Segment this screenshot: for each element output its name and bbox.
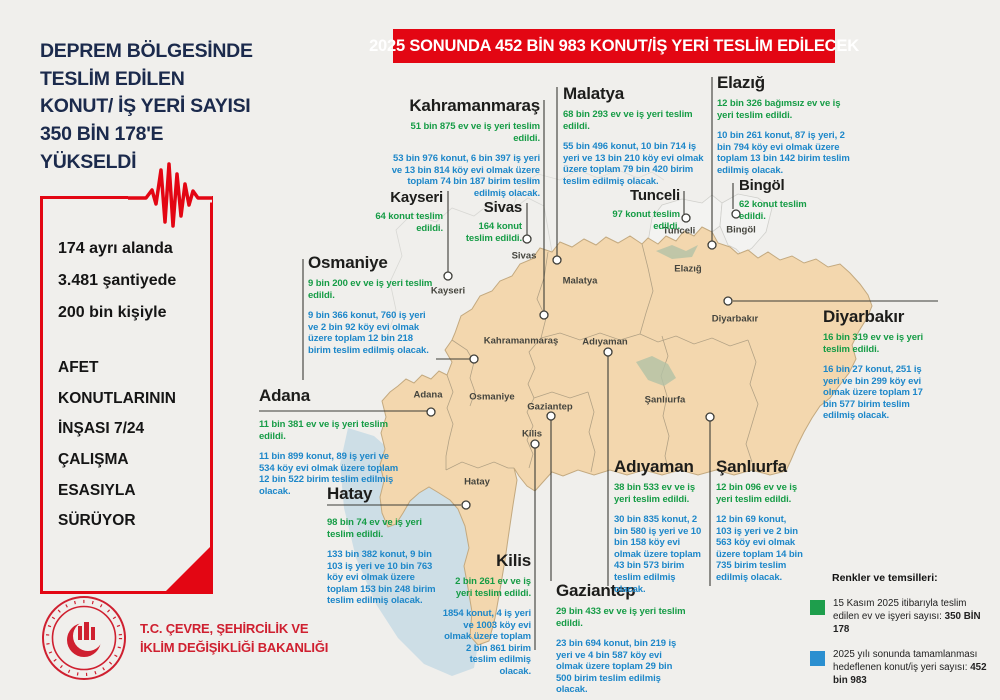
ministry-name-line1: T.C. ÇEVRE, ŞEHİRCİLİK VE [140, 620, 309, 636]
city-delivered-text: 98 bin 74 ev ve iş yeri teslim edildi. [327, 517, 422, 540]
city-name: Adana [259, 386, 310, 405]
city-block-adiyaman: Adıyaman 38 bin 533 ev ve iş yeri teslim… [614, 457, 708, 595]
city-delivered-text: 29 bin 433 ev ve iş yeri teslim edildi. [556, 606, 686, 629]
city-planned-text: 11 bin 899 konut, 89 iş yeri ve 534 köy … [259, 451, 399, 497]
city-name: Hatay [327, 484, 373, 503]
city-planned-text: 10 bin 261 konut, 87 iş yeri, 2 bin 794 … [717, 130, 850, 176]
map-label-kilis: Kilis [521, 428, 543, 440]
city-delivered-text: 51 bin 875 ev ve iş yeri teslim edildi. [410, 121, 541, 144]
map-label-diyarbakir: Diyarbakır [711, 313, 759, 325]
map-label-malatya: Malatya [562, 275, 598, 287]
legend-item-planned: 2025 yılı sonunda tamamlanması hedeflene… [810, 649, 992, 688]
legend-title: Renkler ve temsilleri: [832, 572, 938, 584]
city-name: Kilis [496, 551, 531, 570]
ministry-name: T.C. ÇEVRE, ŞEHİRCİLİK VE İKLİM DEĞİŞİKL… [140, 619, 328, 658]
map-label-adiyaman: Adıyaman [582, 336, 628, 348]
map-label-kahramanmaras: Kahramanmaraş [483, 335, 559, 347]
city-delivered-text: 38 bin 533 ev ve iş yeri teslim edildi. [614, 482, 696, 505]
city-block-kilis: Kilis 2 bin 261 ev ve iş yeri teslim edi… [437, 551, 531, 678]
city-block-kayseri: Kayseri 64 konut teslim edildi. [368, 189, 443, 243]
city-delivered-text: 62 konut teslim edildi. [739, 199, 807, 222]
city-delivered-text: 9 bin 200 ev ve iş yeri teslim edildi. [308, 278, 433, 301]
city-block-osmaniye: Osmaniye 9 bin 200 ev ve iş yeri teslim … [308, 253, 436, 356]
legend-green-swatch [810, 600, 825, 615]
headline-banner: 2025 SONUNDA 452 BİN 983 KONUT/İŞ YERİ T… [369, 29, 859, 63]
legend-planned-label: 2025 yılı sonunda tamamlanması hedeflene… [833, 648, 978, 673]
map-label-elazig: Elazığ [674, 263, 702, 275]
seismograph-icon [128, 159, 212, 231]
legend-item-delivered: 15 Kasım 2025 itibarıyla teslim edilen e… [810, 598, 992, 637]
legend-planned-text: 2025 yılı sonunda tamamlanması hedeflene… [833, 649, 992, 688]
city-block-sanliurfa: Şanlıurfa 12 bin 096 ev ve iş yeri tesli… [716, 457, 804, 584]
stats-box: 174 ayrı alanda 3.481 şantiyede 200 bin … [40, 196, 213, 594]
province-borders [445, 243, 759, 474]
city-delivered-text: 16 bin 319 ev ve iş yeri teslim edildi. [823, 332, 924, 355]
city-delivered-text: 68 bin 293 ev ve iş yeri teslim edildi. [563, 109, 693, 132]
city-name: Diyarbakır [823, 307, 905, 326]
city-block-sivas: Sivas 164 konut teslim edildi. [452, 199, 522, 253]
folded-corner [166, 547, 210, 591]
page-title: DEPREM BÖLGESİNDE TESLİM EDİLEN KONUT/ İ… [40, 40, 253, 173]
stats-text: 174 ayrı alanda 3.481 şantiyede 200 bin … [58, 240, 177, 321]
city-block-bingol: Bingöl 62 konut teslim edildi. [739, 177, 819, 231]
city-delivered-text: 97 konut teslim edildi. [612, 209, 680, 232]
city-name: Osmaniye [308, 253, 388, 272]
city-delivered-text: 12 bin 326 bağımsız ev ve iş yeri teslim… [717, 98, 841, 121]
map-label-gaziantep: Gaziantep [527, 401, 573, 413]
city-name: Adıyaman [614, 457, 694, 476]
legend: Renkler ve temsilleri: 15 Kasım 2025 iti… [810, 572, 992, 700]
city-name: Kayseri [390, 189, 443, 206]
city-block-kahramanmaras: Kahramanmaraş 51 bin 875 ev ve iş yeri t… [390, 96, 540, 199]
city-name: Bingöl [739, 177, 785, 194]
city-block-tunceli: Tunceli 97 konut teslim edildi. [610, 187, 680, 241]
city-planned-text: 16 bin 27 konut, 251 iş yeri ve bin 299 … [823, 364, 923, 422]
city-name: Tunceli [630, 187, 680, 204]
ministry-logo-icon [42, 596, 126, 680]
city-planned-text: 30 bin 835 konut, 2 bin 580 iş yeri ve 1… [614, 514, 702, 595]
city-name: Malatya [563, 84, 624, 103]
city-name: Sivas [483, 199, 522, 216]
city-delivered-text: 11 bin 381 ev ve iş yeri teslim edildi. [259, 419, 388, 442]
legend-blue-swatch [810, 650, 825, 666]
city-block-hatay: Hatay 98 bin 74 ev ve iş yeri teslim edi… [327, 484, 445, 607]
city-block-malatya: Malatya 68 bin 293 ev ve iş yeri teslim … [563, 84, 709, 187]
map-label-adana: Adana [413, 389, 443, 401]
city-planned-text: 12 bin 69 konut, 103 iş yeri ve 2 bin 56… [716, 514, 803, 584]
city-planned-text: 1854 konut, 4 iş yeri ve 1003 köy evi ol… [442, 608, 531, 678]
map-label-osmaniye: Osmaniye [469, 391, 515, 403]
city-planned-text: 55 bin 496 konut, 10 bin 714 iş yeri ve … [563, 141, 704, 187]
city-delivered-text: 2 bin 261 ev ve iş yeri teslim edildi. [455, 576, 531, 599]
ministry-footer: T.C. ÇEVRE, ŞEHİRCİLİK VE İKLİM DEĞİŞİKL… [40, 594, 328, 682]
city-delivered-text: 12 bin 096 ev ve iş yeri teslim edildi. [716, 482, 798, 505]
city-planned-text: 23 bin 694 konut, bin 219 iş yeri ve 4 b… [556, 638, 677, 696]
map-label-hatay: Hatay [464, 476, 490, 488]
legend-planned-value: 452 bin 983 [833, 661, 987, 686]
city-name: Şanlıurfa [716, 457, 787, 476]
slogan-text: AFET KONUTLARININ İNŞASI 7/24 ÇALIŞMA ES… [58, 359, 176, 530]
city-delivered-text: 164 konut teslim edildi. [465, 221, 522, 244]
city-planned-text: 53 bin 976 konut, 6 bin 397 iş yeri ve 1… [391, 153, 540, 199]
city-name: Kahramanmaraş [409, 96, 540, 115]
city-planned-text: 133 bin 382 konut, 9 bin 103 iş yeri ve … [327, 549, 436, 607]
city-planned-text: 9 bin 366 konut, 760 iş yeri ve 2 bin 92… [308, 310, 429, 356]
legend-delivered-label: 15 Kasım 2025 itibarıyla teslim edilen e… [833, 598, 967, 622]
ministry-name-line2: İKLİM DEĞİŞİKLİĞİ BAKANLIĞI [140, 640, 329, 655]
city-block-elazig: Elazığ 12 bin 326 bağımsız ev ve iş yeri… [717, 73, 857, 176]
city-block-diyarbakir: Diyarbakır 16 bin 319 ev ve iş yeri tesl… [823, 307, 939, 422]
legend-delivered-text: 15 Kasım 2025 itibarıyla teslim edilen e… [833, 598, 992, 637]
city-block-gaziantep: Gaziantep 29 bin 433 ev ve iş yeri tesli… [556, 581, 688, 696]
map-label-sanliurfa: Şanlıurfa [644, 394, 686, 406]
city-name: Elazığ [717, 73, 765, 92]
city-delivered-text: 64 konut teslim edildi. [375, 211, 443, 234]
city-block-adana: Adana 11 bin 381 ev ve iş yeri teslim ed… [259, 386, 401, 497]
